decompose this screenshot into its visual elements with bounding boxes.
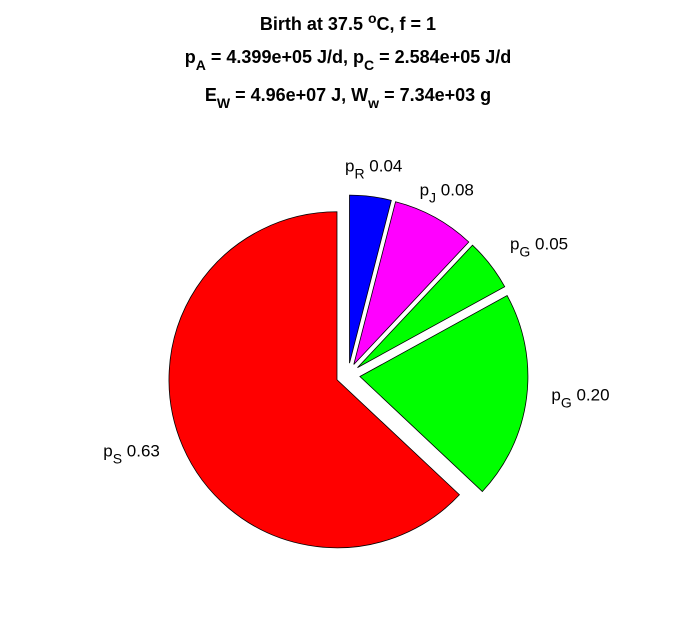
value-label: 0.20 — [576, 386, 609, 405]
title-part: w — [367, 95, 379, 111]
slice-label: pR 0.04 — [345, 157, 402, 182]
pie-slice — [357, 244, 506, 368]
title-part: = 2.584e+05 J/d — [374, 47, 511, 67]
label-sub: J — [429, 189, 436, 205]
title-part: C — [364, 57, 374, 73]
title-part: = 7.34e+03 g — [379, 85, 491, 105]
chart-title: pA = 4.399e+05 J/d, pC = 2.584e+05 J/d — [185, 47, 511, 73]
label-sub: G — [519, 243, 530, 259]
title-part: p — [185, 47, 196, 67]
slice-label: pS 0.63 — [103, 441, 160, 466]
pie-slice — [168, 211, 461, 549]
pie-slice — [349, 194, 392, 364]
label-name: p — [551, 386, 560, 405]
label-sub: R — [354, 166, 364, 182]
slice-label: pJ 0.08 — [420, 180, 474, 205]
label-sub: S — [113, 450, 122, 466]
label-name: p — [103, 441, 112, 460]
value-label: 0.04 — [369, 157, 402, 176]
label-name: p — [510, 234, 519, 253]
title-part: Birth at 37.5 — [260, 14, 368, 34]
label-name: p — [420, 180, 429, 199]
title-part: W — [217, 95, 231, 111]
title-part: E — [205, 85, 217, 105]
pie-slice — [353, 201, 470, 365]
pie-slice — [359, 295, 529, 493]
title-part: = 4.96e+07 J, W — [230, 85, 368, 105]
value-label: 0.08 — [441, 180, 474, 199]
slice-label: pG 0.20 — [551, 386, 609, 411]
slice-label: pG 0.05 — [510, 234, 568, 259]
title-part: C, f = 1 — [377, 14, 437, 34]
chart-title: Birth at 37.5 oC, f = 1 — [260, 10, 436, 34]
title-part: o — [368, 10, 377, 26]
chart-title: EW = 4.96e+07 J, Ww = 7.34e+03 g — [205, 85, 491, 111]
label-name: p — [345, 157, 354, 176]
title-part: A — [196, 57, 206, 73]
title-part: = 4.399e+05 J/d, p — [206, 47, 364, 67]
label-sub: G — [561, 395, 572, 411]
value-label: 0.05 — [535, 234, 568, 253]
value-label: 0.63 — [127, 441, 160, 460]
